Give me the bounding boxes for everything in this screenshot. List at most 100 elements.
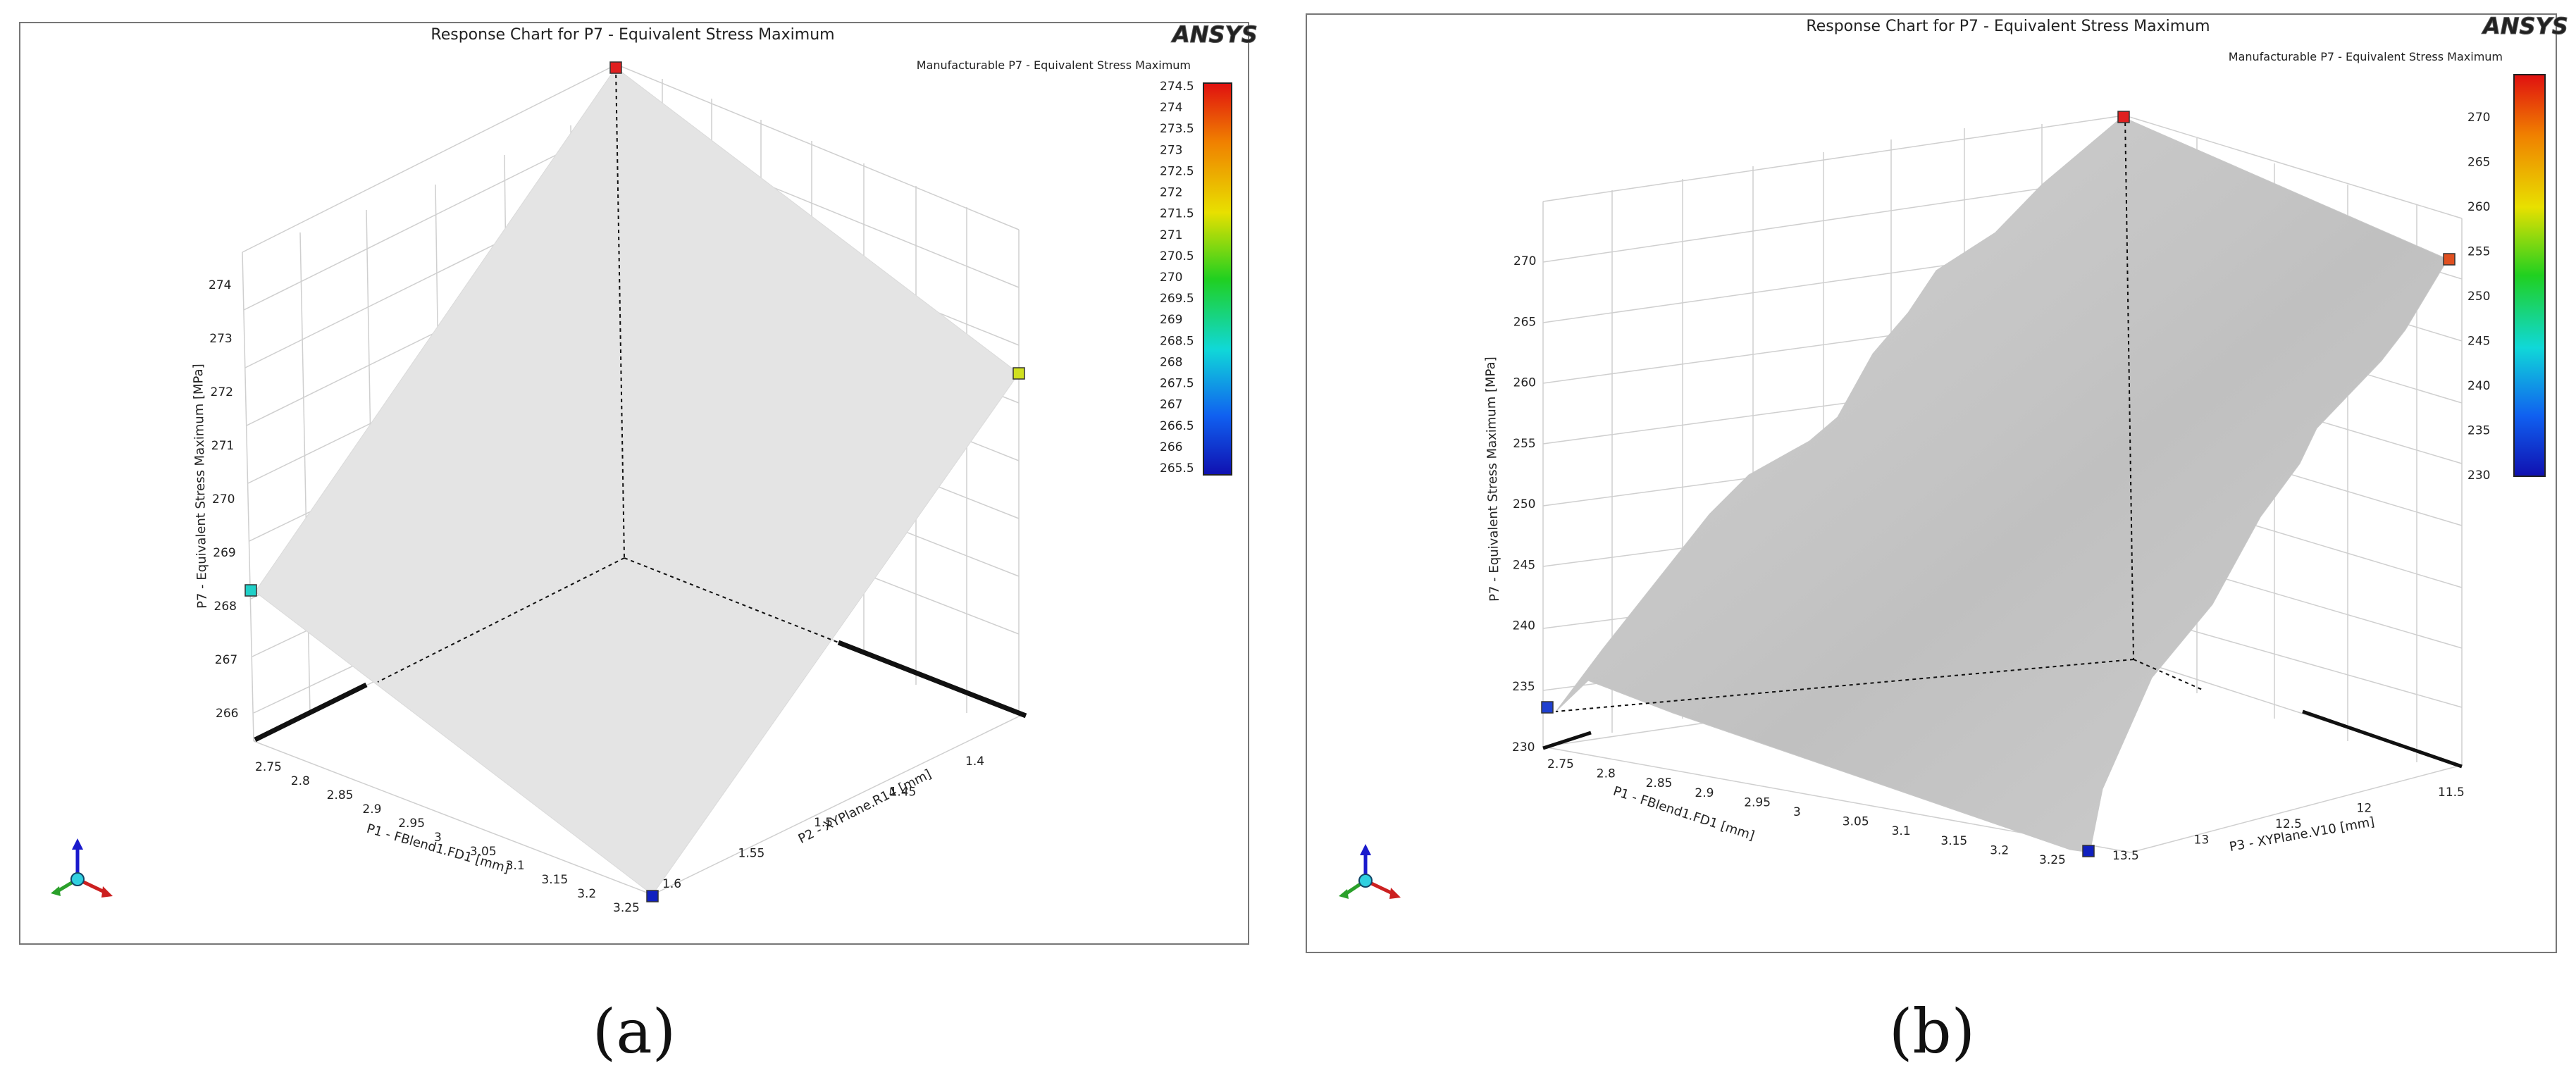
colorbar-a (1203, 82, 1232, 476)
x-tick-label: 2.95 (1744, 795, 1771, 809)
x-tick-label: 2.9 (1695, 786, 1714, 800)
chart-panel-a: Response Chart for P7 - Equivalent Stres… (19, 21, 1258, 1067)
z-tick-label: 273 (209, 332, 232, 346)
x-tick-labels-a: 2.75 2.8 2.85 2.9 2.95 3 3.05 3.1 3.15 3.2 3.25 (255, 760, 640, 915)
colorbar-tick-label: 265.5 (1160, 461, 1194, 476)
y-tick-label: 1.45 (890, 786, 917, 800)
colorbar-tick-label: 267 (1160, 398, 1182, 412)
z-tick-label: 265 (1513, 315, 1536, 329)
colorbar-tick-label: 270.5 (1160, 249, 1194, 263)
x-tick-label: 3.25 (2039, 853, 2066, 867)
ansys-logo-a: ANSYS (1170, 21, 1258, 49)
x-tick-label: 3.05 (1843, 815, 1869, 829)
colorbar-tick-label: 270 (2467, 111, 2490, 125)
z-tick-label: 274 (209, 278, 231, 292)
y-tick-label: 11.5 (2438, 786, 2465, 800)
x-tick-label: 2.75 (1547, 757, 1574, 771)
colorbar-tick-label: 235 (2467, 424, 2490, 438)
z-tick-label: 240 (1513, 619, 1535, 633)
colorbar-tick-label: 274.5 (1160, 80, 1194, 94)
design-point-marker (2117, 111, 2130, 123)
chart-a-svg: Response Chart for P7 - Equivalent Stres… (19, 21, 1258, 945)
z-tick-label: 260 (1513, 376, 1536, 390)
y-tick-label: 1.4 (965, 755, 984, 769)
design-point-marker (2443, 253, 2456, 266)
colorbar-ticks-b: 270 265 260 255 250 245 240 235 230 (2467, 111, 2490, 483)
panel-label-b: (b) (1888, 997, 1976, 1067)
colorbar-tick-label: 266.5 (1160, 419, 1194, 433)
x-tick-label: 2.95 (398, 817, 425, 831)
z-tick-label: 269 (213, 546, 235, 560)
colorbar-tick-label: 270 (1160, 271, 1182, 285)
design-point-marker (2082, 845, 2095, 857)
colorbar-ticks-a: 274.5 274 273.5 273 272.5 272 271.5 271 270.5 270… (1160, 80, 1194, 476)
z-tick-label: 230 (1512, 740, 1535, 755)
y-tick-labels-a: 1.6 1.55 1.5 1.45 1.4 (662, 755, 984, 891)
colorbar-tick-label: 250 (2467, 290, 2490, 304)
z-tick-label: 235 (1512, 680, 1535, 694)
x-tick-label: 2.8 (291, 774, 310, 788)
x-tick-label: 3.2 (577, 887, 596, 901)
legend-title-a: Manufacturable P7 - Equivalent Stress Ma… (917, 58, 1191, 72)
colorbar-tick-label: 271.5 (1160, 207, 1194, 221)
design-point-marker (646, 890, 659, 902)
x-tick-label: 3 (1793, 805, 1801, 819)
y-tick-label: 13 (2194, 833, 2210, 848)
z-tick-label: 250 (1513, 497, 1535, 511)
colorbar-tick-label: 268.5 (1160, 334, 1194, 348)
z-tick-label: 272 (211, 385, 233, 399)
colorbar-tick-label: 230 (2467, 468, 2490, 483)
x-tick-label: 3.2 (1990, 843, 2009, 857)
z-tick-labels-b: 270 265 260 255 250 245 240 235 230 (1512, 254, 1536, 755)
z-tick-label: 267 (215, 653, 237, 667)
ansys-logo-text-a: ANSYS (1170, 21, 1258, 48)
z-tick-label: 271 (211, 439, 234, 453)
colorbar-tick-label: 260 (2467, 200, 2490, 214)
colorbar-tick-label: 268 (1160, 355, 1182, 369)
colorbar-tick-label: 269 (1160, 313, 1182, 327)
y-tick-label: 1.5 (814, 816, 833, 830)
x-tick-label: 3.15 (541, 873, 568, 887)
colorbar-tick-label: 266 (1160, 440, 1182, 454)
panel-label-a: (a) (592, 997, 676, 1067)
colorbar-tick-label: 267.5 (1160, 377, 1194, 391)
y-tick-label: 1.55 (738, 847, 765, 861)
z-tick-label: 270 (212, 492, 235, 507)
x-tick-label: 2.85 (327, 788, 354, 802)
z-tick-label: 268 (214, 600, 237, 614)
chart-a-title: Response Chart for P7 - Equivalent Stres… (431, 26, 834, 44)
colorbar-tick-label: 255 (2467, 245, 2490, 259)
chart-panel-b: Response Chart for P7 - Equivalent Stres… (1288, 0, 2576, 1080)
design-point-marker (609, 61, 622, 74)
x-tick-labels-b: 2.75 2.8 2.85 2.9 2.95 3 3.05 3.1 3.15 3.2 3.25 (1547, 757, 2066, 867)
x-tick-label: 3.1 (506, 859, 525, 873)
y-tick-label: 12 (2357, 802, 2372, 816)
z-tick-label: 270 (1513, 254, 1536, 268)
colorbar-b (2513, 74, 2546, 477)
x-tick-label: 2.75 (255, 760, 282, 774)
colorbar-tick-label: 274 (1160, 101, 1182, 115)
ansys-logo-text-b: ANSYS (2481, 13, 2568, 39)
x-tick-label: 3 (434, 831, 442, 845)
colorbar-tick-label: 245 (2467, 335, 2490, 349)
x-tick-label: 2.85 (1646, 776, 1673, 790)
axis-edges-b (1542, 709, 2463, 769)
colorbar-tick-label: 272.5 (1160, 164, 1194, 178)
chart-b-svg: Response Chart for P7 - Equivalent Stres… (1306, 13, 2569, 953)
design-point-marker (244, 584, 257, 597)
x-tick-label: 3.25 (613, 901, 640, 915)
colorbar-tick-label: 240 (2467, 379, 2490, 393)
colorbar-tick-label: 269.5 (1160, 292, 1194, 306)
z-tick-label: 245 (1513, 558, 1535, 572)
ansys-logo-b: ANSYS (2481, 13, 2569, 40)
y-tick-label: 12.5 (2275, 817, 2302, 831)
colorbar-tick-label: 265 (2467, 156, 2490, 170)
x-tick-label: 2.9 (362, 802, 381, 817)
x-tick-label: 2.8 (1597, 767, 1616, 781)
design-points-a (244, 61, 1025, 902)
projection-lines-a (377, 67, 839, 683)
x-tick-label: 3.05 (470, 845, 497, 859)
y-tick-label: 1.6 (662, 877, 681, 891)
projection-lines-b (1555, 115, 2205, 712)
colorbar-tick-label: 271 (1160, 228, 1182, 242)
